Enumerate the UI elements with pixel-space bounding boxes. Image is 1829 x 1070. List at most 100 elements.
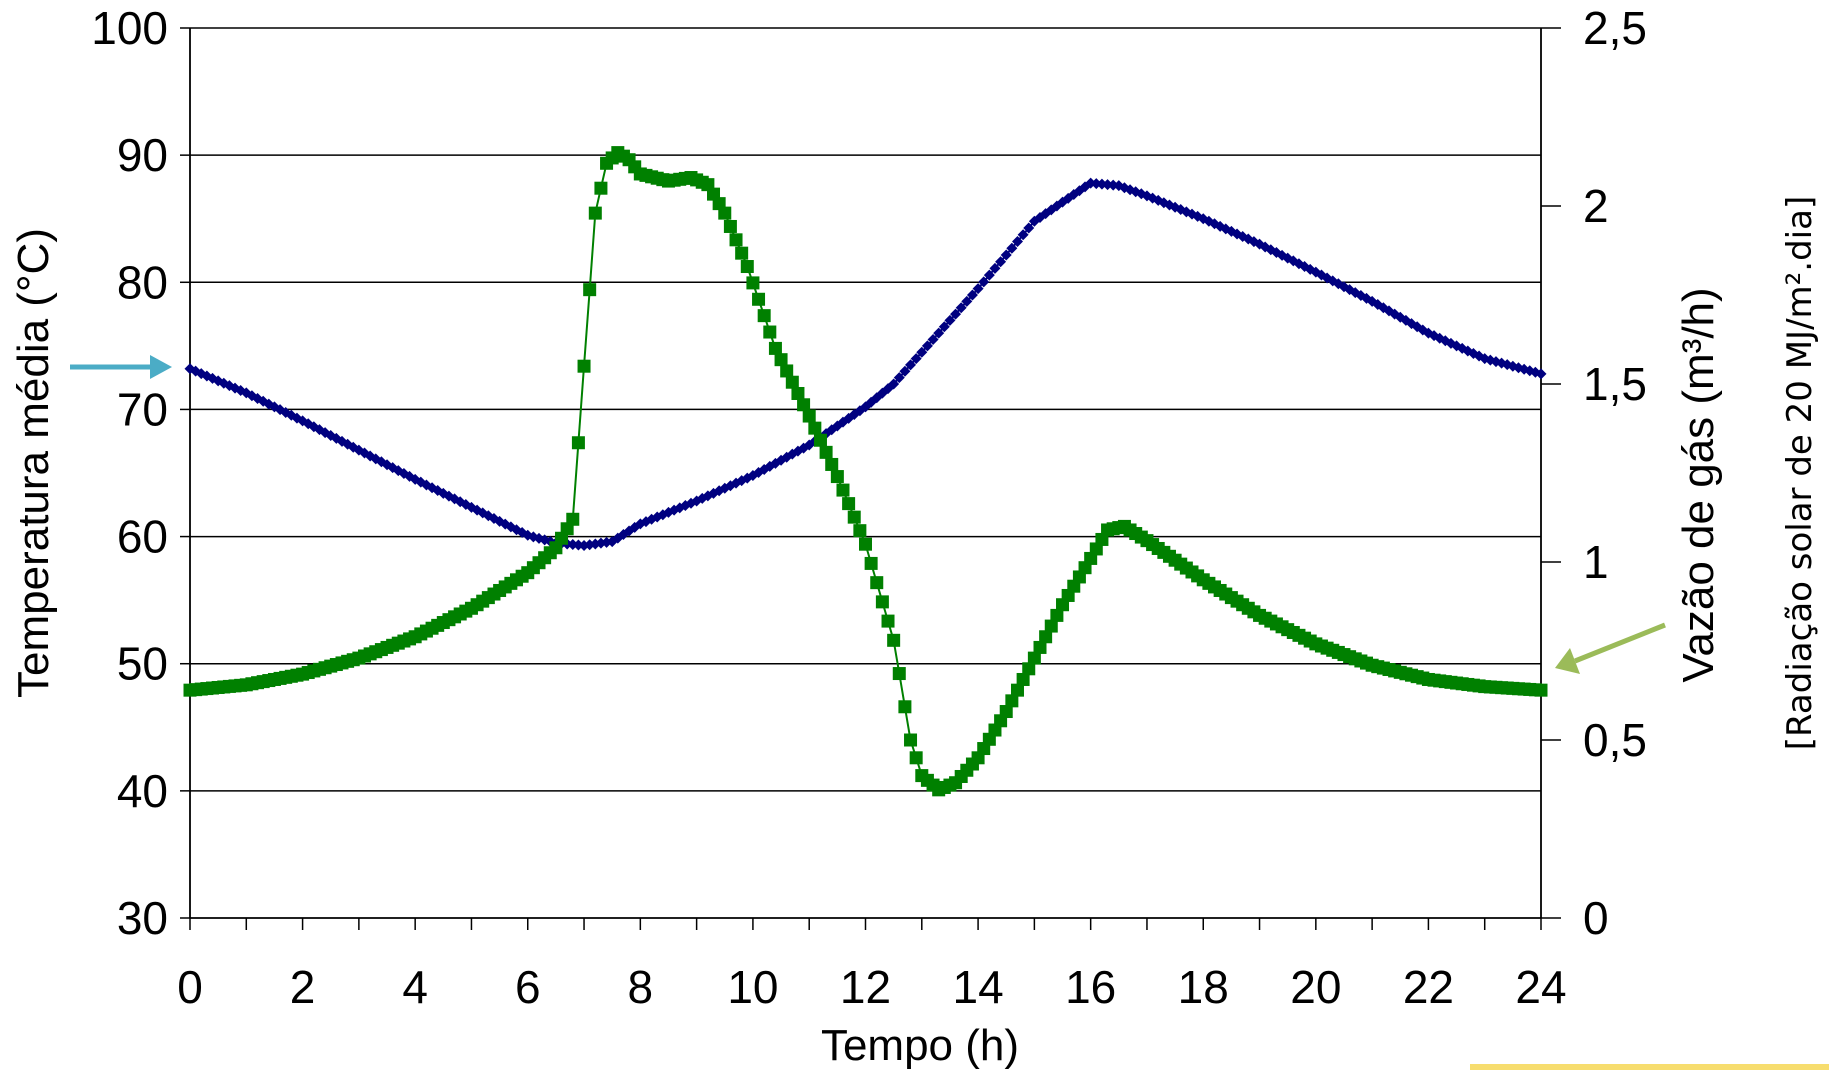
series-1-point	[961, 295, 973, 307]
series-2-point	[819, 445, 833, 459]
series-1-point	[910, 353, 922, 365]
series-2-point	[853, 524, 867, 538]
series-2-point	[746, 276, 760, 290]
radiation-annotation: [Radiação solar de 20 MJ/m².dia]	[1780, 196, 1820, 750]
corner-accent	[1470, 1064, 1829, 1070]
series-2-point	[785, 375, 799, 389]
series-2-point	[1027, 651, 1041, 665]
series-1-point	[662, 506, 674, 518]
x-tick-label: 16	[1065, 961, 1116, 1013]
series-1-point	[905, 359, 917, 371]
series-1-point	[899, 365, 911, 377]
series-1-point	[1000, 249, 1012, 261]
x-tick-label: 22	[1403, 961, 1454, 1013]
x-tick-label: 6	[515, 961, 541, 1013]
y-left-tick-label: 30	[117, 892, 168, 944]
series-1-point	[995, 256, 1007, 268]
y-left-tick-label: 70	[117, 383, 168, 435]
series-2-point	[864, 556, 878, 570]
y-left-tick-label: 80	[117, 256, 168, 308]
series-2-point	[1534, 683, 1548, 697]
series-1-point	[938, 321, 950, 333]
x-tick-label: 8	[628, 961, 654, 1013]
series-2-point	[774, 353, 788, 367]
x-tick-label: 2	[290, 961, 316, 1013]
series-2-point	[825, 457, 839, 471]
y-left-axis-title: Temperatura média (°C)	[9, 228, 58, 698]
series-1-point	[1006, 242, 1018, 254]
series-2-point	[1005, 694, 1019, 708]
series-2-point	[735, 246, 749, 260]
series-2-point	[892, 667, 906, 681]
left-marker-arrow	[70, 355, 172, 379]
series-markers	[183, 146, 1548, 797]
series-2-point	[870, 576, 884, 590]
series-2-point	[802, 409, 816, 423]
y-left-tick-label: 60	[117, 511, 168, 563]
series-1-point	[933, 327, 945, 339]
series-2-point	[859, 537, 872, 551]
series-1-point	[921, 340, 933, 352]
x-tick-label: 14	[952, 961, 1003, 1013]
series-2-point	[898, 700, 912, 714]
y-right-tick-label: 0,5	[1583, 714, 1647, 766]
x-tick-label: 0	[177, 961, 203, 1013]
series-1-line	[189, 182, 1542, 547]
series-2-point	[594, 181, 608, 195]
x-tick-label: 20	[1290, 961, 1341, 1013]
series-2-point	[1039, 630, 1053, 644]
y-right-tick-label: 2,5	[1583, 2, 1647, 54]
y-right-tick-label: 1	[1583, 536, 1609, 588]
series-2-point	[1022, 662, 1036, 676]
series-2-point	[740, 260, 754, 274]
series-1-point	[983, 269, 995, 281]
series-1-point	[927, 334, 939, 345]
series-1-point	[972, 283, 984, 295]
ticks	[180, 27, 1561, 930]
series-2-point	[887, 633, 901, 647]
x-tick-label: 10	[727, 961, 778, 1013]
series-1-point	[955, 302, 967, 314]
series-2-point	[757, 309, 771, 323]
y-left-tick-label: 40	[117, 765, 168, 817]
series-1-point	[888, 378, 900, 390]
series-2-point	[577, 359, 591, 373]
series-2-point	[847, 510, 861, 524]
series-1-point	[1011, 235, 1023, 247]
series-2-point	[729, 233, 743, 247]
series-2-point	[723, 219, 737, 233]
series-2-point	[836, 483, 850, 497]
series-2-point	[797, 398, 811, 412]
series-1-point	[674, 502, 686, 514]
series-1-point	[989, 262, 1001, 274]
series-2-point	[813, 433, 827, 447]
x-tick-label: 18	[1178, 961, 1229, 1013]
series-2-point	[909, 751, 923, 765]
series-2-point	[791, 386, 805, 400]
x-tick-label: 4	[402, 961, 428, 1013]
series-2-point	[583, 283, 597, 297]
series-2-point	[904, 733, 918, 747]
series-1-point	[1017, 229, 1029, 241]
series-2-point	[1033, 640, 1047, 654]
y-right-tick-label: 1,5	[1583, 358, 1647, 410]
right-marker-arrow	[1555, 622, 1666, 674]
y-left-tick-label: 100	[91, 2, 168, 54]
y-right-axis-title: Vazão de gás (m³/h)	[1674, 287, 1723, 682]
x-tick-label: 24	[1515, 961, 1566, 1013]
series-1-point	[471, 504, 483, 516]
series-1-point	[657, 509, 669, 521]
series-2-point	[718, 206, 732, 220]
series-1-point	[966, 289, 978, 301]
y-left-tick-label: 50	[117, 638, 168, 690]
y-right-tick-label: 2	[1583, 180, 1609, 232]
series-2-point	[588, 206, 602, 220]
series-1-point	[978, 276, 990, 288]
series-1-point	[916, 346, 928, 358]
series-2-point	[763, 325, 777, 339]
series-2-point	[571, 436, 585, 450]
series-2-point	[1010, 683, 1024, 697]
series-1-point	[950, 308, 962, 320]
